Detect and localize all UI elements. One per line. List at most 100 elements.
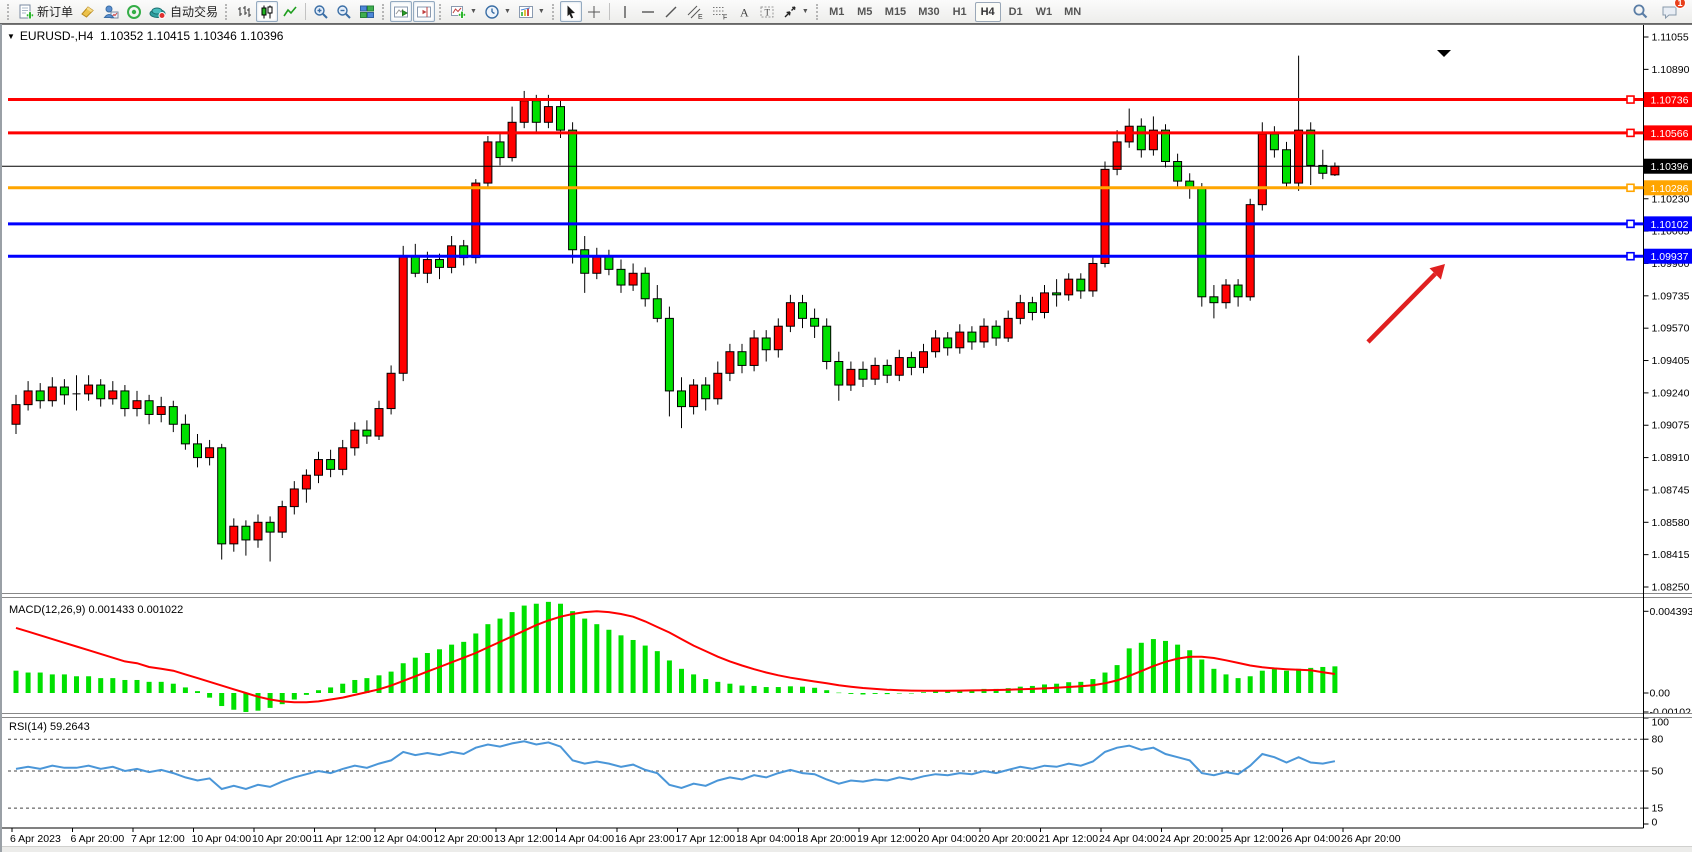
- line-anchor-handle[interactable]: [1626, 251, 1635, 261]
- crosshair-button[interactable]: [583, 1, 605, 22]
- time-axis: 6 Apr 2023 6 Apr 20:00 7 Apr 12:00 10 Apr 0…: [10, 828, 1401, 845]
- horizontal-line-1.10736[interactable]: [8, 95, 1644, 104]
- price-badge-1.10396: 1.10396: [1644, 158, 1692, 174]
- candle: [1088, 257, 1098, 297]
- chart-shift-marker[interactable]: [1437, 50, 1451, 57]
- svg-text:26 Apr 04:00: 26 Apr 04:00: [1281, 833, 1341, 845]
- candlestick-chart-icon: [261, 5, 273, 18]
- timeframe-button-M5[interactable]: M5: [857, 5, 873, 18]
- horizontal-line-1.10286[interactable]: [8, 183, 1644, 193]
- svg-text:1.08745: 1.08745: [1652, 484, 1690, 496]
- bar-chart-icon: [238, 5, 252, 17]
- indicators-button[interactable]: ▼: [447, 1, 480, 22]
- line-anchor-handle[interactable]: [1626, 95, 1635, 104]
- text-label-button[interactable]: T: [756, 1, 778, 22]
- candle: [265, 516, 275, 562]
- price-badge-1.10566: 1.10566: [1644, 125, 1692, 141]
- candle: [677, 377, 686, 429]
- bar-chart-button[interactable]: [233, 1, 255, 22]
- vertical-line-button[interactable]: [614, 1, 636, 22]
- candle: [483, 136, 493, 189]
- new-order-button[interactable]: 新订单: [15, 1, 76, 22]
- signals-button[interactable]: [123, 1, 145, 22]
- horizontal-line-1.09937[interactable]: [8, 251, 1644, 261]
- candle: [713, 361, 723, 405]
- chevron-down-icon: ▼: [801, 8, 809, 15]
- zoom-out-button[interactable]: [333, 1, 355, 22]
- auto-scroll-button[interactable]: [390, 1, 413, 22]
- candle: [822, 318, 832, 370]
- svg-text:13 Apr 12:00: 13 Apr 12:00: [494, 833, 554, 845]
- horizontal-line-1.10566[interactable]: [8, 128, 1644, 138]
- horizontal-line-button[interactable]: [637, 1, 659, 22]
- chart-shift-icon: [417, 6, 432, 17]
- price-chart-canvas[interactable]: 1.110551.108901.102301.100651.099001.097…: [0, 24, 1692, 852]
- zoom-in-icon: [314, 4, 328, 19]
- line-anchor-handle[interactable]: [1626, 183, 1635, 193]
- navigator-button[interactable]: [100, 1, 122, 22]
- candle: [374, 400, 384, 440]
- chart-window[interactable]: 1.11055 1.10890 1.10230 1.10065 1.09900 1.097…: [0, 24, 1692, 852]
- timeframe-button-D1[interactable]: D1: [1008, 5, 1023, 18]
- svg-text:80: 80: [1652, 734, 1664, 746]
- price-badge-1.10102: 1.10102: [1644, 216, 1692, 232]
- candlestick-chart-button[interactable]: [256, 1, 279, 22]
- trendline-button[interactable]: [660, 1, 682, 22]
- trend-arrow-annotation[interactable]: [1366, 264, 1445, 344]
- svg-text:19 Apr 12:00: 19 Apr 12:00: [857, 833, 917, 845]
- timeframe-button-H1[interactable]: H1: [952, 5, 967, 18]
- toolbar-grip[interactable]: [382, 3, 386, 20]
- chat-button[interactable]: 1: [1658, 0, 1686, 22]
- timeframe-button-H4[interactable]: H4: [974, 1, 1001, 22]
- candle: [217, 443, 227, 560]
- candle: [870, 357, 880, 386]
- svg-text:0: 0: [1652, 817, 1658, 829]
- autotrading-button[interactable]: 自动交易: [146, 1, 221, 22]
- fibonacci-button[interactable]: F: [708, 1, 732, 22]
- candle: [640, 267, 650, 307]
- toolbar-grip[interactable]: [7, 3, 11, 20]
- market-watch-button[interactable]: [77, 1, 99, 22]
- candle: [568, 122, 578, 264]
- svg-text:1.10286: 1.10286: [1651, 183, 1689, 195]
- toolbar-grip[interactable]: [439, 3, 443, 20]
- templates-button[interactable]: ▼: [515, 1, 548, 22]
- equidistant-channel-button[interactable]: E: [683, 1, 707, 22]
- candle: [229, 518, 239, 552]
- tile-windows-button[interactable]: [356, 1, 378, 22]
- timeframe-button-M15[interactable]: M15: [884, 5, 907, 18]
- svg-text:1.08250: 1.08250: [1652, 582, 1690, 594]
- pane-splitters[interactable]: [0, 593, 1692, 718]
- cursor-button[interactable]: [559, 1, 582, 22]
- candle: [652, 285, 662, 323]
- svg-text:6 Apr 20:00: 6 Apr 20:00: [71, 833, 125, 845]
- chart-collapse-icon[interactable]: ▼: [7, 32, 15, 41]
- toolbar-grip[interactable]: [551, 3, 556, 20]
- svg-text:18 Apr 20:00: 18 Apr 20:00: [797, 833, 857, 845]
- periods-button[interactable]: ▼: [481, 1, 514, 22]
- toolbar-grip[interactable]: [815, 3, 820, 20]
- line-chart-button[interactable]: [279, 1, 301, 22]
- candle: [11, 394, 21, 435]
- crosshair-icon: [587, 5, 600, 18]
- chart-shift-button[interactable]: [413, 1, 436, 22]
- candle: [205, 439, 215, 466]
- timeframe-button-W1[interactable]: W1: [1035, 5, 1053, 18]
- horizontal-line-icon: [641, 10, 654, 13]
- candle: [495, 132, 505, 166]
- timeframe-button-M1[interactable]: M1: [829, 5, 845, 18]
- search-button[interactable]: [1629, 1, 1652, 22]
- toolbar-grip[interactable]: [225, 3, 229, 20]
- arrows-button[interactable]: ▼: [779, 1, 812, 22]
- line-anchor-handle[interactable]: [1626, 219, 1635, 229]
- candle: [1136, 118, 1146, 158]
- timeframe-button-M30[interactable]: M30: [918, 5, 940, 18]
- text-button[interactable]: A: [733, 1, 755, 22]
- rsi-line: [15, 740, 1336, 791]
- candle: [1064, 273, 1074, 301]
- zoom-in-button[interactable]: [310, 1, 332, 22]
- horizontal-line-1.10102[interactable]: [8, 219, 1644, 229]
- line-anchor-handle[interactable]: [1626, 128, 1635, 138]
- timeframe-button-MN[interactable]: MN: [1064, 5, 1082, 18]
